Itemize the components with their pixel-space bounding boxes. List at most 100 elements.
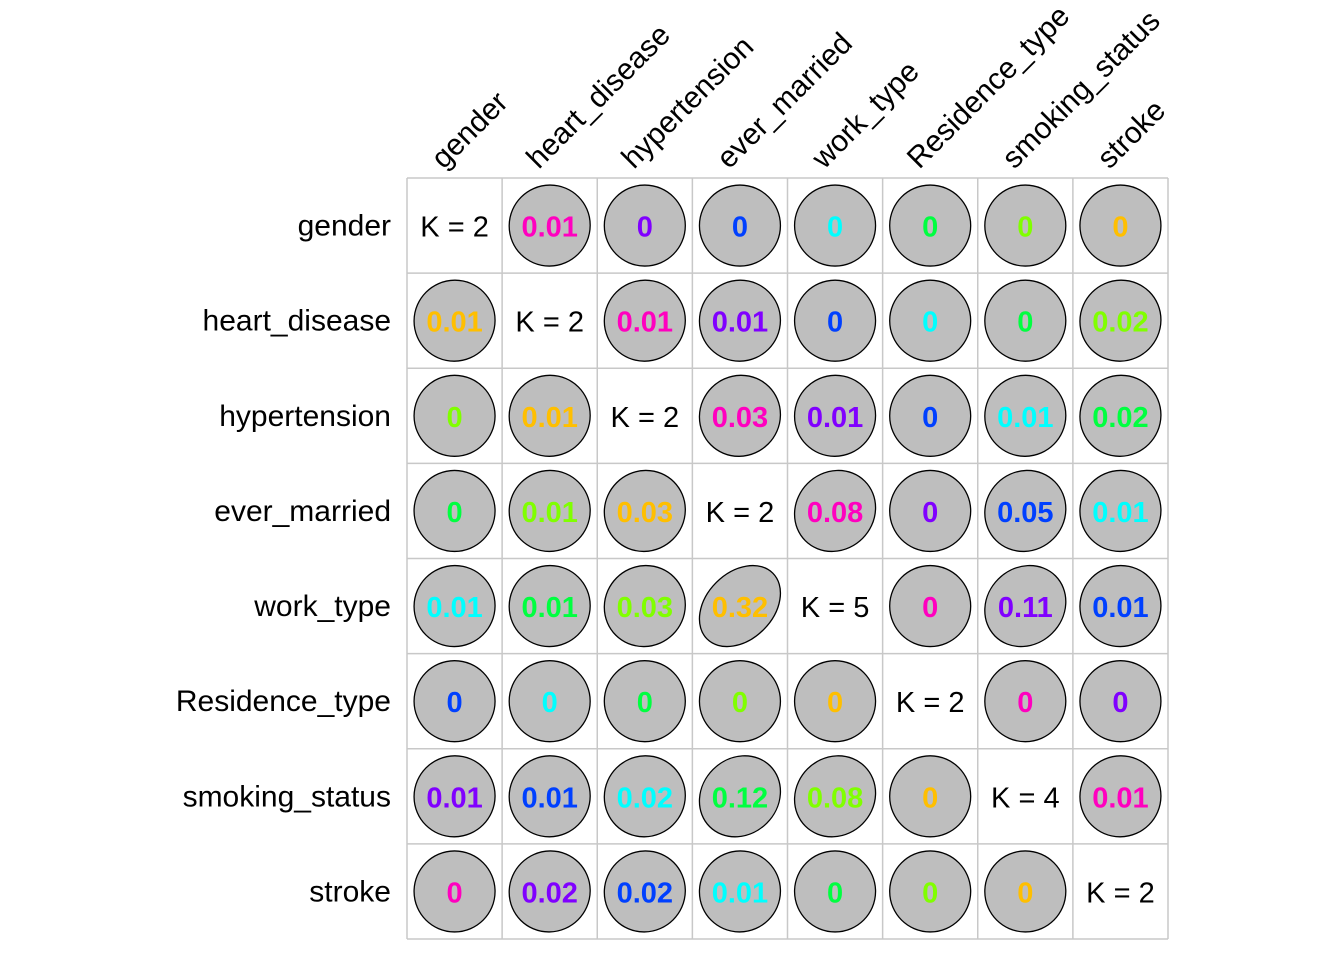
association-ellipse (603, 469, 686, 553)
association-value-label: 0.01 (807, 402, 863, 434)
association-ellipse (603, 184, 686, 267)
association-value-label: 0.32 (712, 592, 768, 624)
association-ellipse (793, 469, 877, 553)
association-ellipse (413, 564, 496, 648)
association-ellipse (698, 755, 782, 838)
association-ellipse (889, 184, 972, 267)
diagonal-level-count: K = 5 (801, 592, 870, 624)
association-value-label: 0 (922, 592, 938, 624)
association-value-label: 0.01 (1092, 497, 1148, 529)
association-value-label: 0 (922, 307, 938, 339)
association-value-label: 0.02 (617, 782, 673, 814)
association-ellipse (698, 279, 782, 362)
association-ellipse (508, 755, 591, 838)
association-ellipse (508, 374, 591, 457)
association-ellipse (698, 184, 782, 267)
association-ellipse (889, 850, 972, 933)
association-value-label: 0.03 (617, 497, 673, 529)
association-ellipse (984, 184, 1067, 267)
association-value-label: 0.03 (712, 402, 768, 434)
association-value-label: 0 (1112, 212, 1128, 244)
association-value-label: 0 (446, 877, 462, 909)
association-ellipse (984, 374, 1067, 457)
association-ellipse (413, 755, 496, 838)
association-value-label: 0 (1112, 687, 1128, 719)
diagonal-level-count: K = 2 (420, 212, 489, 244)
association-ellipse (603, 279, 686, 362)
row-label-ever_married: ever_married (214, 495, 391, 528)
association-value-label: 0.03 (617, 592, 673, 624)
association-value-label: 0.02 (617, 877, 673, 909)
association-value-label: 0 (827, 307, 843, 339)
association-value-label: 0 (446, 687, 462, 719)
diagonal-level-count: K = 2 (611, 402, 680, 434)
association-value-label: 0.01 (1092, 592, 1148, 624)
association-ellipse (508, 564, 591, 648)
association-value-label: 0.08 (807, 782, 863, 814)
association-value-label: 0 (637, 212, 653, 244)
association-value-label: 0 (446, 402, 462, 434)
association-ellipse (1079, 279, 1162, 362)
association-ellipse (603, 660, 686, 743)
association-value-label: 0 (922, 782, 938, 814)
association-value-label: 0 (1017, 877, 1033, 909)
association-ellipse (413, 469, 496, 553)
association-ellipse (413, 279, 496, 362)
association-ellipse (793, 184, 877, 267)
association-ellipse (413, 374, 496, 457)
association-ellipse (889, 374, 972, 457)
association-value-label: 0 (637, 687, 653, 719)
association-value-label: 0 (922, 497, 938, 529)
association-ellipse (1079, 660, 1162, 743)
association-ellipse (698, 850, 782, 933)
association-value-label: 0.01 (712, 307, 768, 339)
association-ellipse (603, 755, 686, 838)
association-ellipse (984, 564, 1067, 648)
association-value-label: 0.01 (521, 212, 577, 244)
association-value-label: 0 (1017, 307, 1033, 339)
diagonal-level-count: K = 2 (896, 687, 965, 719)
association-value-label: 0 (922, 212, 938, 244)
association-value-label: 0.01 (1092, 782, 1148, 814)
association-ellipse (413, 850, 496, 933)
association-ellipse (413, 660, 496, 743)
association-ellipse (984, 469, 1067, 553)
row-label-smoking_status: smoking_status (183, 780, 391, 813)
association-ellipse (603, 850, 686, 933)
association-ellipse (508, 850, 591, 933)
association-ellipse (1079, 564, 1162, 648)
association-value-label: 0.05 (997, 497, 1053, 529)
association-value-label: 0.01 (617, 307, 673, 339)
association-ellipse (1079, 755, 1162, 838)
association-value-label: 0.02 (521, 877, 577, 909)
diagonal-level-count: K = 2 (706, 497, 775, 529)
association-value-label: 0 (732, 687, 748, 719)
column-label-stroke: stroke (1091, 94, 1172, 175)
row-label-Residence_type: Residence_type (176, 685, 391, 718)
association-ellipse (889, 279, 972, 362)
association-value-label: 0.11 (998, 592, 1053, 624)
association-value-label: 0 (1017, 687, 1033, 719)
association-ellipse (1079, 184, 1162, 267)
association-value-label: 0.01 (426, 592, 482, 624)
association-value-label: 0.01 (521, 402, 577, 434)
row-label-gender: gender (298, 210, 391, 243)
association-ellipse (508, 184, 591, 267)
association-value-label: 0.12 (712, 782, 768, 814)
association-value-label: 0.08 (807, 497, 863, 529)
association-value-label: 0.01 (426, 782, 482, 814)
association-value-label: 0 (922, 877, 938, 909)
row-label-stroke: stroke (309, 875, 391, 908)
association-ellipse (793, 660, 877, 743)
association-value-label: 0 (922, 402, 938, 434)
association-value-label: 0 (446, 497, 462, 529)
association-ellipse (1079, 469, 1162, 553)
association-ellipse (698, 660, 782, 743)
association-ellipse (984, 279, 1067, 362)
association-value-label: 0 (827, 212, 843, 244)
association-value-label: 0.01 (997, 402, 1053, 434)
association-value-label: 0 (1017, 212, 1033, 244)
association-ellipse (793, 850, 877, 933)
association-ellipse (984, 850, 1067, 933)
